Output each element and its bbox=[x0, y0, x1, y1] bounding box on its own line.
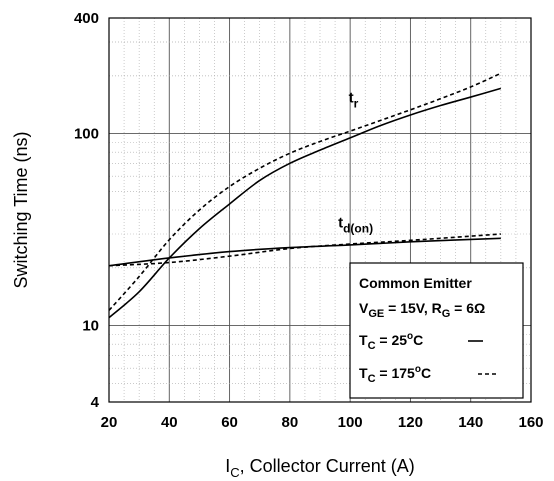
tr-curve-label: tr bbox=[349, 90, 359, 111]
legend-box bbox=[349, 262, 524, 399]
x-tick-label: 60 bbox=[221, 414, 238, 431]
x-tick-label: 40 bbox=[161, 414, 178, 431]
x-tick-label: 120 bbox=[398, 414, 423, 431]
y-tick-label: 4 bbox=[91, 394, 100, 411]
legend: Common Emitter VGE = 15V, RG = 6Ω TC = 2… bbox=[349, 262, 524, 399]
y-tick-label: 100 bbox=[74, 126, 99, 143]
plot-frame bbox=[108, 17, 532, 403]
x-axis-title: IC, Collector Current (A) bbox=[225, 456, 414, 480]
y-tick-label: 400 bbox=[74, 10, 99, 27]
y-tick-label: 10 bbox=[82, 318, 99, 335]
series-layer bbox=[108, 72, 502, 319]
series-line-2 bbox=[108, 237, 501, 267]
x-tick-label: 80 bbox=[282, 414, 299, 431]
legend-line-common-emitter: Common Emitter bbox=[359, 275, 472, 291]
series-line-3 bbox=[108, 233, 501, 267]
series-line-1 bbox=[108, 72, 502, 311]
y-tick-labels: 4 10 100 400 bbox=[74, 10, 100, 411]
legend-line-tc25: TC = 25oC bbox=[359, 331, 423, 352]
tdon-curve-label: td(on) bbox=[338, 214, 373, 235]
x-tick-label: 140 bbox=[458, 414, 483, 431]
legend-line-conditions: VGE = 15V, RG = 6Ω bbox=[359, 300, 485, 320]
x-tick-label: 160 bbox=[518, 414, 543, 431]
legend-line-tc175: TC = 175oC bbox=[359, 364, 431, 385]
series-line-0 bbox=[108, 87, 502, 319]
x-tick-labels: 20 40 60 80 100 120 140 160 bbox=[101, 414, 544, 431]
y-axis-title: Switching Time (ns) bbox=[11, 131, 31, 288]
x-tick-label: 20 bbox=[101, 414, 118, 431]
x-tick-label: 100 bbox=[338, 414, 363, 431]
